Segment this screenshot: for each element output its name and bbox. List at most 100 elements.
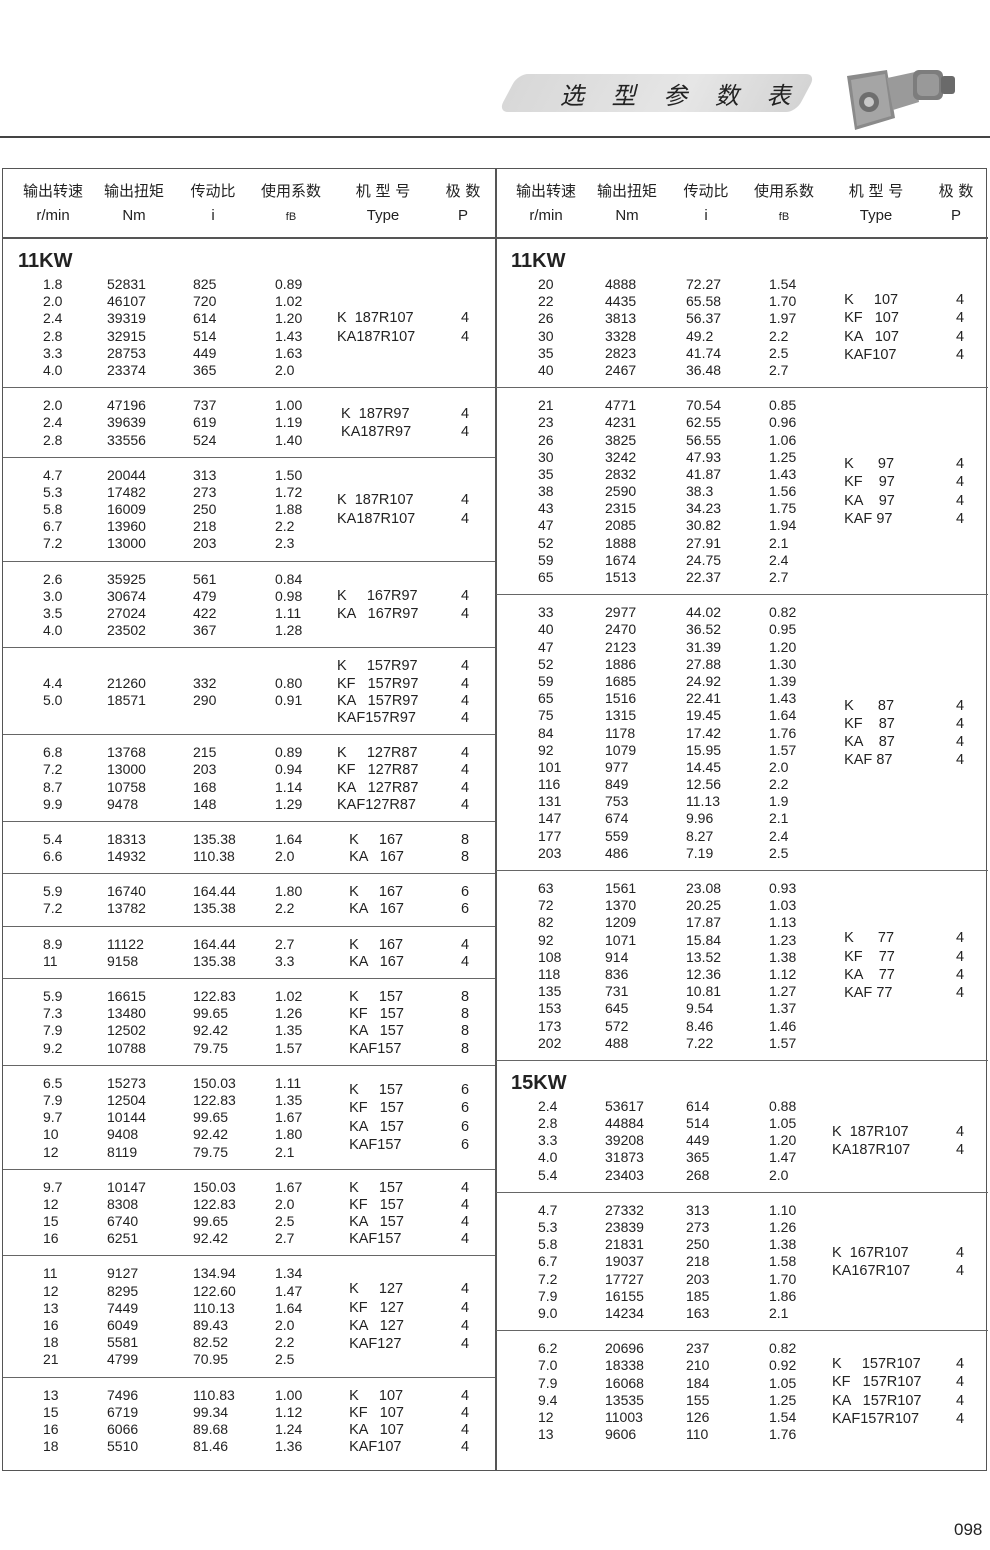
ratio-cell: 15.95 (686, 741, 722, 758)
ratio-cell: 72.27 (686, 276, 722, 292)
ratio-cell: 81.46 (193, 1438, 229, 1455)
type-entry: KA187R107 4 (337, 328, 487, 346)
torque-cell: 18571 (107, 691, 146, 708)
speed-cell: 116 (538, 776, 561, 793)
table-row: 6.2 20696 237 0.82 (496, 1340, 988, 1357)
service-factor-cell: 2.2 (275, 518, 295, 535)
torque-cell: 15273 (107, 1074, 146, 1091)
group-body: 13 7496 110.83 1.00 15 6719 99.34 1.12 16 6066 89.… (3, 1387, 495, 1456)
speed-cell: 6.7 (43, 518, 63, 535)
speed-cell: 173 (538, 1017, 562, 1034)
type-list: K 157 8 KF 157 8 KA 157 8 KAF157 8 (337, 988, 487, 1057)
model-type: KAF 97 (832, 510, 893, 527)
speed-cell: 6.8 (43, 744, 63, 761)
ratio-cell: 514 (686, 1115, 710, 1132)
ratio-cell: 92.42 (193, 1126, 229, 1143)
ratio-cell: 24.75 (686, 551, 722, 568)
left-table-half: 输出转速 r/min 输出扭矩 Nm 传动比 i 使用系数 fB 机 型 号 Type 极 数 P 11… (3, 169, 495, 1463)
torque-cell: 559 (605, 827, 629, 844)
torque-cell: 16068 (605, 1374, 644, 1391)
table-row: 2.0 47196 737 1.00 (3, 397, 495, 414)
service-factor-cell: 1.35 (275, 1022, 303, 1039)
pole-count: 4 (461, 796, 470, 813)
table-row: 92 1079 15.95 1.57 (496, 742, 988, 759)
ratio-cell: 218 (193, 518, 217, 535)
speed-cell: 5.9 (43, 988, 63, 1004)
model-type: KAF 77 (832, 985, 893, 1002)
type-entry: KAF127R87 4 (337, 796, 487, 813)
model-type: KA187R107 (832, 1141, 911, 1158)
model-type: KA 107 (337, 1421, 404, 1438)
speed-cell: 153 (538, 1000, 562, 1017)
pole-count: 4 (461, 1281, 470, 1298)
torque-cell: 836 (605, 965, 629, 982)
service-factor-cell: 2.2 (275, 1334, 295, 1351)
torque-cell: 2470 (605, 621, 637, 638)
speed-cell: 35 (538, 344, 554, 361)
pole-count: 8 (461, 1006, 470, 1023)
pole-count: 4 (461, 779, 470, 796)
ratio-cell: 619 (193, 414, 217, 431)
pole-count: 4 (461, 1318, 470, 1334)
torque-cell: 11003 (605, 1408, 643, 1425)
type-list: K 157R97 4 KF 157R97 4 KA 157R97 4 KAF157R97 4 (337, 657, 487, 726)
torque-cell: 1209 (605, 914, 637, 931)
speed-cell: 12 (43, 1282, 59, 1299)
ratio-cell: 163 (686, 1304, 710, 1321)
model-type: K 127 (337, 1281, 404, 1298)
model-type: K 97 (832, 456, 895, 473)
model-type: KA 157R97 (337, 692, 419, 709)
speed-cell: 84 (538, 724, 554, 741)
service-factor-cell: 1.02 (275, 293, 303, 310)
service-factor-cell: 2.2 (275, 900, 295, 917)
type-list: K 77 4 KF 77 4 KA 77 4 KAF 77 4 (832, 880, 982, 1052)
service-factor-cell: 1.57 (769, 741, 797, 758)
type-entry: KA 167 8 (337, 848, 487, 865)
speed-cell: 2.4 (43, 414, 63, 431)
speed-cell: 4.0 (538, 1149, 558, 1166)
ratio-cell: 273 (193, 483, 217, 500)
ratio-cell: 273 (686, 1219, 710, 1235)
service-factor-cell: 1.38 (769, 948, 797, 965)
service-factor-cell: 1.27 (769, 983, 797, 1000)
pole-count: 6 (461, 901, 470, 918)
pole-count: 4 (956, 291, 965, 308)
pole-count: 4 (461, 1299, 470, 1316)
service-factor-cell: 2.2 (769, 776, 789, 793)
table-row: 3.3 28753 449 1.63 (3, 345, 495, 362)
table-row: 173 572 8.46 1.46 (496, 1018, 988, 1035)
speed-cell: 40 (538, 361, 554, 378)
service-factor-cell: 2.7 (275, 1230, 295, 1247)
ratio-cell: 17.42 (686, 724, 722, 741)
type-list: K 187R107 4 KA187R107 4 (337, 467, 487, 553)
table-row: 92 1071 15.84 1.23 (496, 932, 988, 949)
torque-cell: 23374 (107, 361, 146, 378)
speed-cell: 16 (43, 1317, 59, 1333)
pole-count: 4 (461, 606, 470, 622)
torque-cell: 20696 (605, 1340, 644, 1357)
type-entry: K 107 4 (832, 291, 982, 309)
service-factor-cell: 1.56 (769, 483, 797, 500)
speed-cell: 7.9 (43, 1022, 63, 1039)
table-row: 23 4231 62.55 0.96 (496, 414, 988, 431)
ratio-cell: 7.19 (686, 844, 714, 861)
speed-cell: 131 (538, 793, 562, 810)
service-factor-cell: 1.70 (769, 293, 797, 310)
type-list: K 107 4 KF 107 4 KA 107 4 KAF107 4 (832, 276, 982, 379)
group-body: 11 9127 134.94 1.34 12 8295 122.60 1.47 13 7449 11… (3, 1265, 495, 1368)
ratio-cell: 15.84 (686, 931, 722, 948)
speed-cell: 15 (43, 1213, 59, 1230)
pole-count: 4 (461, 1214, 470, 1231)
table-row: 59 1674 24.75 2.4 (496, 552, 988, 569)
service-factor-cell: 1.06 (769, 431, 797, 448)
ratio-cell: 41.74 (686, 344, 722, 361)
ratio-cell: 49.2 (686, 327, 714, 344)
speed-cell: 118 (538, 965, 561, 982)
service-factor-cell: 1.86 (769, 1287, 797, 1304)
service-factor-cell: 1.13 (769, 914, 797, 931)
service-factor-cell: 1.63 (275, 344, 303, 361)
speed-cell: 108 (538, 948, 562, 965)
pole-count: 6 (461, 1118, 470, 1135)
model-group: 9.7 10147 150.03 1.67 12 8308 122.83 2.0 15 6740 9… (3, 1170, 495, 1257)
ratio-cell: 20.25 (686, 897, 722, 914)
